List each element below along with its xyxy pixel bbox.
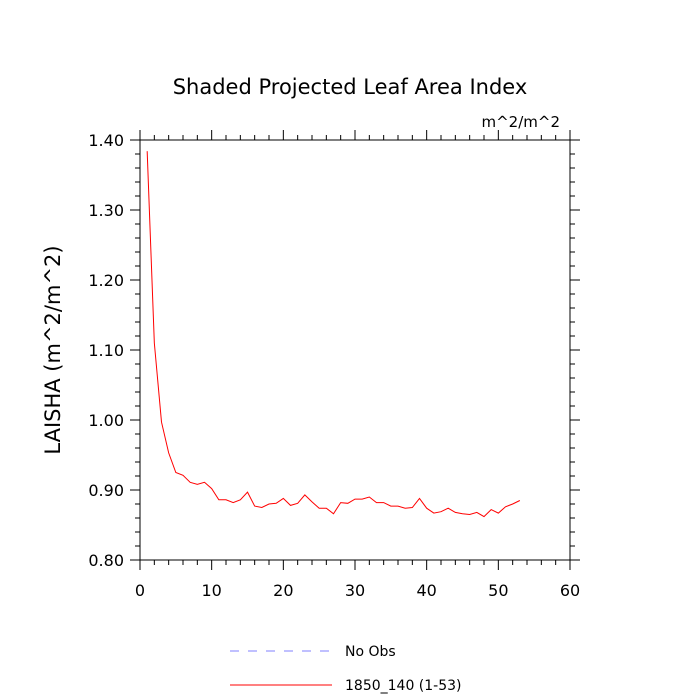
legend-label-no-obs: No Obs [345,644,396,660]
y-tick-label: 0.90 [88,481,124,500]
series-line-1 [146,151,521,518]
y-tick-label: 1.20 [88,271,124,290]
x-tick-label: 10 [201,581,221,600]
x-tick-label: 0 [135,581,145,600]
y-tick-label: 1.00 [88,411,124,430]
y-axis-label: LAISHA (m^2/m^2) [41,245,65,454]
x-tick-label: 60 [560,581,580,600]
y-tick-label: 1.10 [88,341,124,360]
x-tick-label: 20 [273,581,293,600]
chart-title: Shaded Projected Leaf Area Index [173,75,528,99]
series-layer [146,151,521,518]
legend: No Obs 1850_140 (1-53) [230,644,462,694]
units-label: m^2/m^2 [481,113,560,131]
x-tick-label: 30 [345,581,365,600]
x-tick-label: 40 [416,581,436,600]
x-tick-label: 50 [488,581,508,600]
tick-labels: 0 10 20 30 40 50 60 0.80 0.90 1.00 1.10 1.20 1.30 1.4… [88,131,580,600]
y-tick-label: 1.40 [88,131,124,150]
y-tick-label: 1.30 [88,201,124,220]
axis-ticks [130,130,580,570]
plot-area-border [139,139,571,561]
y-tick-label: 0.80 [88,551,124,570]
plot-frame [139,139,571,561]
legend-label-1850-140: 1850_140 (1-53) [345,678,462,694]
